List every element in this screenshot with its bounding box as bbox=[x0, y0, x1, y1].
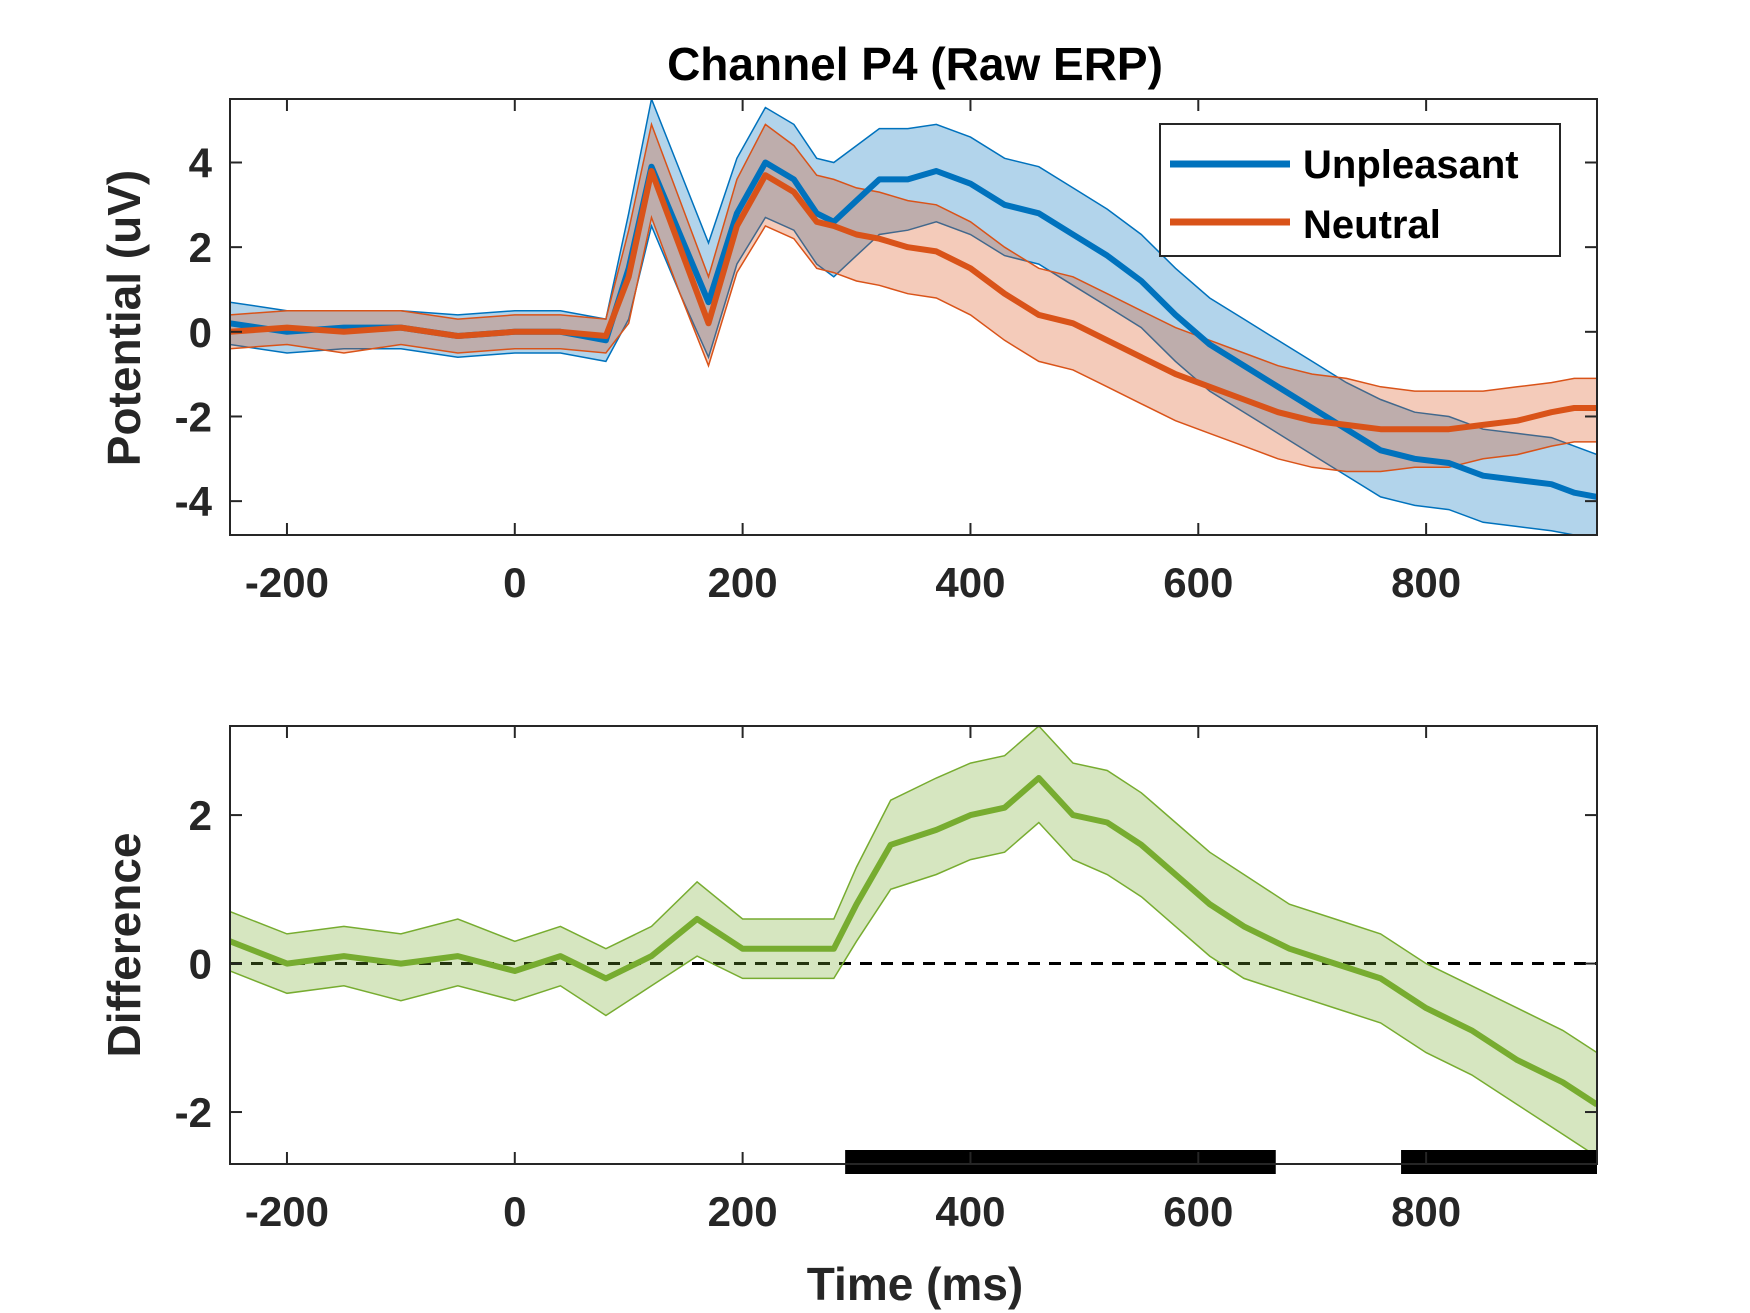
x-tick-label: -200 bbox=[245, 1188, 329, 1235]
x-tick-label: 200 bbox=[708, 559, 778, 606]
x-tick-label: 200 bbox=[708, 1188, 778, 1235]
x-tick-label: 0 bbox=[503, 1188, 526, 1235]
y-tick-label: 2 bbox=[189, 224, 212, 271]
legend-label-neutral: Neutral bbox=[1303, 203, 1441, 247]
x-axis-label-time: Time (ms) bbox=[807, 1258, 1023, 1310]
x-tick-label: 0 bbox=[503, 559, 526, 606]
y-tick-label: 2 bbox=[189, 792, 212, 839]
x-tick-label: 400 bbox=[935, 1188, 1005, 1235]
axes-frame bbox=[229, 725, 1598, 1165]
y-axis-label-potential: Potential (uV) bbox=[98, 170, 150, 466]
confidence-band-neutral bbox=[230, 121, 1597, 473]
significance-bar bbox=[845, 1150, 1276, 1174]
legend-label-unpleasant: Unpleasant bbox=[1303, 143, 1519, 187]
y-tick-label: -4 bbox=[175, 478, 213, 525]
significance-bar bbox=[1401, 1150, 1597, 1174]
y-tick-label: -2 bbox=[175, 393, 212, 440]
confidence-band-unpleasant bbox=[230, 99, 1597, 535]
series-line-difference bbox=[230, 775, 1597, 1108]
series-line-neutral bbox=[230, 168, 1597, 433]
x-tick-label: 800 bbox=[1391, 1188, 1461, 1235]
y-tick-label: 0 bbox=[189, 941, 212, 988]
y-tick-label: 4 bbox=[189, 139, 213, 186]
x-tick-label: 400 bbox=[935, 559, 1005, 606]
y-tick-label: -2 bbox=[175, 1089, 212, 1136]
legend-box bbox=[1159, 123, 1561, 257]
x-tick-label: 600 bbox=[1163, 559, 1233, 606]
x-tick-label: 800 bbox=[1391, 559, 1461, 606]
confidence-band-difference bbox=[230, 726, 1597, 1158]
legend: Unpleasant Neutral bbox=[1159, 123, 1561, 257]
chart-title: Channel P4 (Raw ERP) bbox=[667, 38, 1163, 90]
y-axis-label-difference: Difference bbox=[98, 833, 150, 1058]
y-tick-label: 0 bbox=[189, 309, 212, 356]
plot-area bbox=[230, 726, 1597, 1164]
axes-frame bbox=[229, 98, 1598, 536]
difference-plot: -200 0 200 400 600 800 -2 0 2 bbox=[175, 725, 1598, 1235]
x-tick-label: -200 bbox=[245, 559, 329, 606]
x-tick-label: 600 bbox=[1163, 1188, 1233, 1235]
